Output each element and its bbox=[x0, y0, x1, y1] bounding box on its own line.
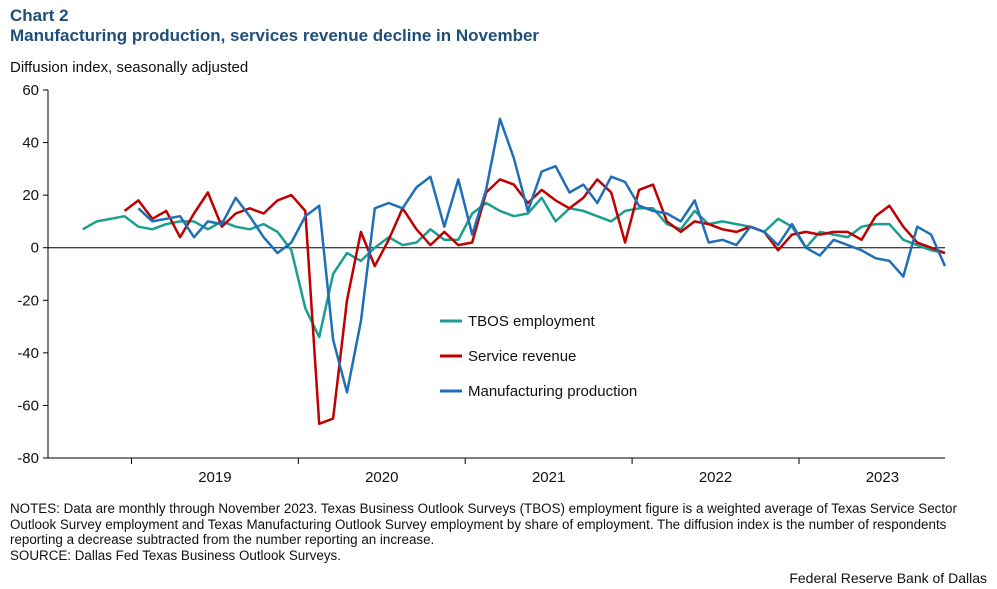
y-tick: 0 bbox=[31, 240, 48, 257]
y-axis-unit-label: Diffusion index, seasonally adjusted bbox=[10, 59, 249, 76]
series-line-manufacturing-production bbox=[137, 117, 947, 394]
notes-block: NOTES: Data are monthly through November… bbox=[10, 501, 990, 563]
legend-entry: TBOS employment bbox=[440, 313, 596, 330]
y-tick: -40 bbox=[17, 345, 48, 362]
x-tick: 2022 bbox=[699, 469, 732, 486]
y-tick-label: -20 bbox=[17, 292, 39, 309]
y-tick: 20 bbox=[22, 187, 48, 204]
y-tick-label: -40 bbox=[17, 345, 39, 362]
x-tick: 2020 bbox=[365, 469, 398, 486]
y-tick: 40 bbox=[22, 135, 48, 152]
series-group bbox=[82, 117, 947, 426]
legend-entry: Service revenue bbox=[440, 348, 576, 365]
x-tick-label: 2023 bbox=[866, 469, 899, 486]
legend-label: TBOS employment bbox=[468, 313, 596, 330]
x-tick-label: 2020 bbox=[365, 469, 398, 486]
y-tick-label: 20 bbox=[22, 187, 39, 204]
notes-text: NOTES: Data are monthly through November… bbox=[10, 501, 957, 547]
legend-label: Service revenue bbox=[468, 348, 576, 365]
series-line-service-revenue bbox=[123, 178, 946, 426]
credit-text: Federal Reserve Bank of Dallas bbox=[789, 570, 987, 586]
chart-title: Manufacturing production, services reven… bbox=[10, 26, 540, 45]
x-tick-label: 2022 bbox=[699, 469, 732, 486]
y-tick-label: -80 bbox=[17, 450, 39, 467]
y-tick-label: 0 bbox=[31, 240, 39, 257]
legend: TBOS employment Service revenue Manufactur… bbox=[440, 313, 637, 400]
y-tick: 60 bbox=[22, 82, 48, 99]
y-tick: -20 bbox=[17, 292, 48, 309]
x-tick: 2023 bbox=[866, 469, 899, 486]
x-tick-label: 2021 bbox=[532, 469, 565, 486]
x-tick: 2021 bbox=[532, 469, 565, 486]
source-text: SOURCE: Dallas Fed Texas Business Outloo… bbox=[10, 547, 341, 563]
y-tick: -60 bbox=[17, 397, 48, 414]
y-tick: -80 bbox=[17, 450, 48, 467]
x-tick: 2019 bbox=[198, 469, 231, 486]
chart-label: Chart 2 bbox=[10, 6, 69, 25]
axes-group: 60 40 20 0 -20 -40 -60 -80 2019 2020 2021 2022 2023 bbox=[17, 82, 945, 486]
x-tick-label: 2019 bbox=[198, 469, 231, 486]
y-tick-label: 40 bbox=[22, 135, 39, 152]
y-tick-label: -60 bbox=[17, 397, 39, 414]
y-tick-label: 60 bbox=[22, 82, 39, 99]
legend-entry: Manufacturing production bbox=[440, 383, 637, 400]
legend-label: Manufacturing production bbox=[468, 383, 637, 400]
